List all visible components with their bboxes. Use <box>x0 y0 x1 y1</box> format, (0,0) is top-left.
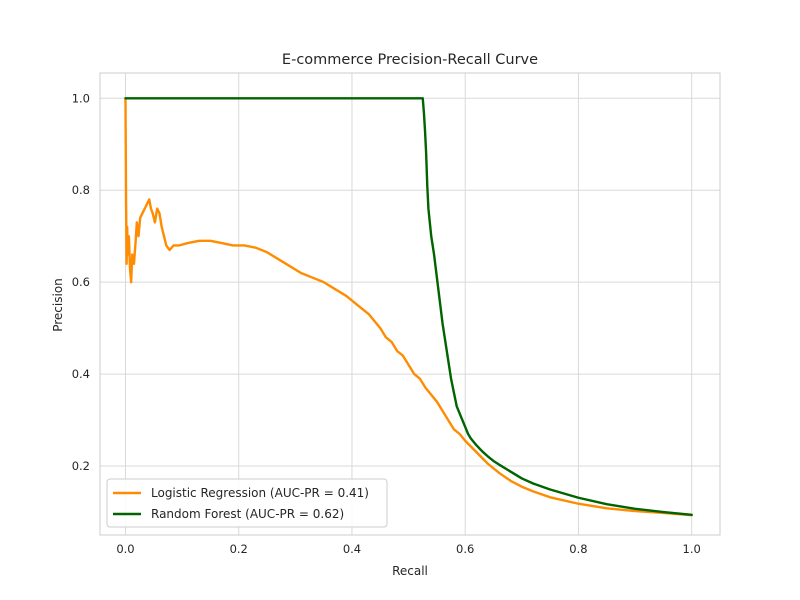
x-tick-label: 0.8 <box>569 542 587 556</box>
y-tick-label: 0.4 <box>72 367 90 381</box>
x-axis: 0.0 0.2 0.4 0.6 0.8 1.0 <box>116 542 701 556</box>
x-tick-label: 0.6 <box>456 542 474 556</box>
legend-box <box>106 478 388 528</box>
legend-label-1: Logistic Regression (AUC-PR = 0.41) <box>151 486 369 500</box>
x-tick-label: 0.2 <box>230 542 248 556</box>
y-axis-label: Precision <box>51 278 65 332</box>
x-tick-label: 0.0 <box>116 542 134 556</box>
y-axis: 0.2 0.4 0.6 0.8 1.0 <box>72 91 90 473</box>
y-tick-label: 0.2 <box>72 459 90 473</box>
y-tick-label: 0.6 <box>72 275 90 289</box>
y-tick-label: 0.8 <box>72 183 90 197</box>
plot-frame <box>99 72 721 536</box>
x-axis-label: Recall <box>392 564 428 578</box>
chart-title: E-commerce Precision-Recall Curve <box>282 52 538 68</box>
series-line-1 <box>124 97 693 517</box>
plot-area <box>100 73 720 535</box>
x-tick-label: 1.0 <box>683 542 701 556</box>
x-tick-label: 0.4 <box>343 542 361 556</box>
legend-label-2: Random Forest (AUC-PR = 0.62) <box>151 507 344 521</box>
legend: Logistic Regression (AUC-PR = 0.41) Rando… <box>106 478 388 528</box>
y-tick-label: 1.0 <box>72 91 90 105</box>
series-line-2 <box>124 97 693 516</box>
series-group <box>124 97 693 517</box>
